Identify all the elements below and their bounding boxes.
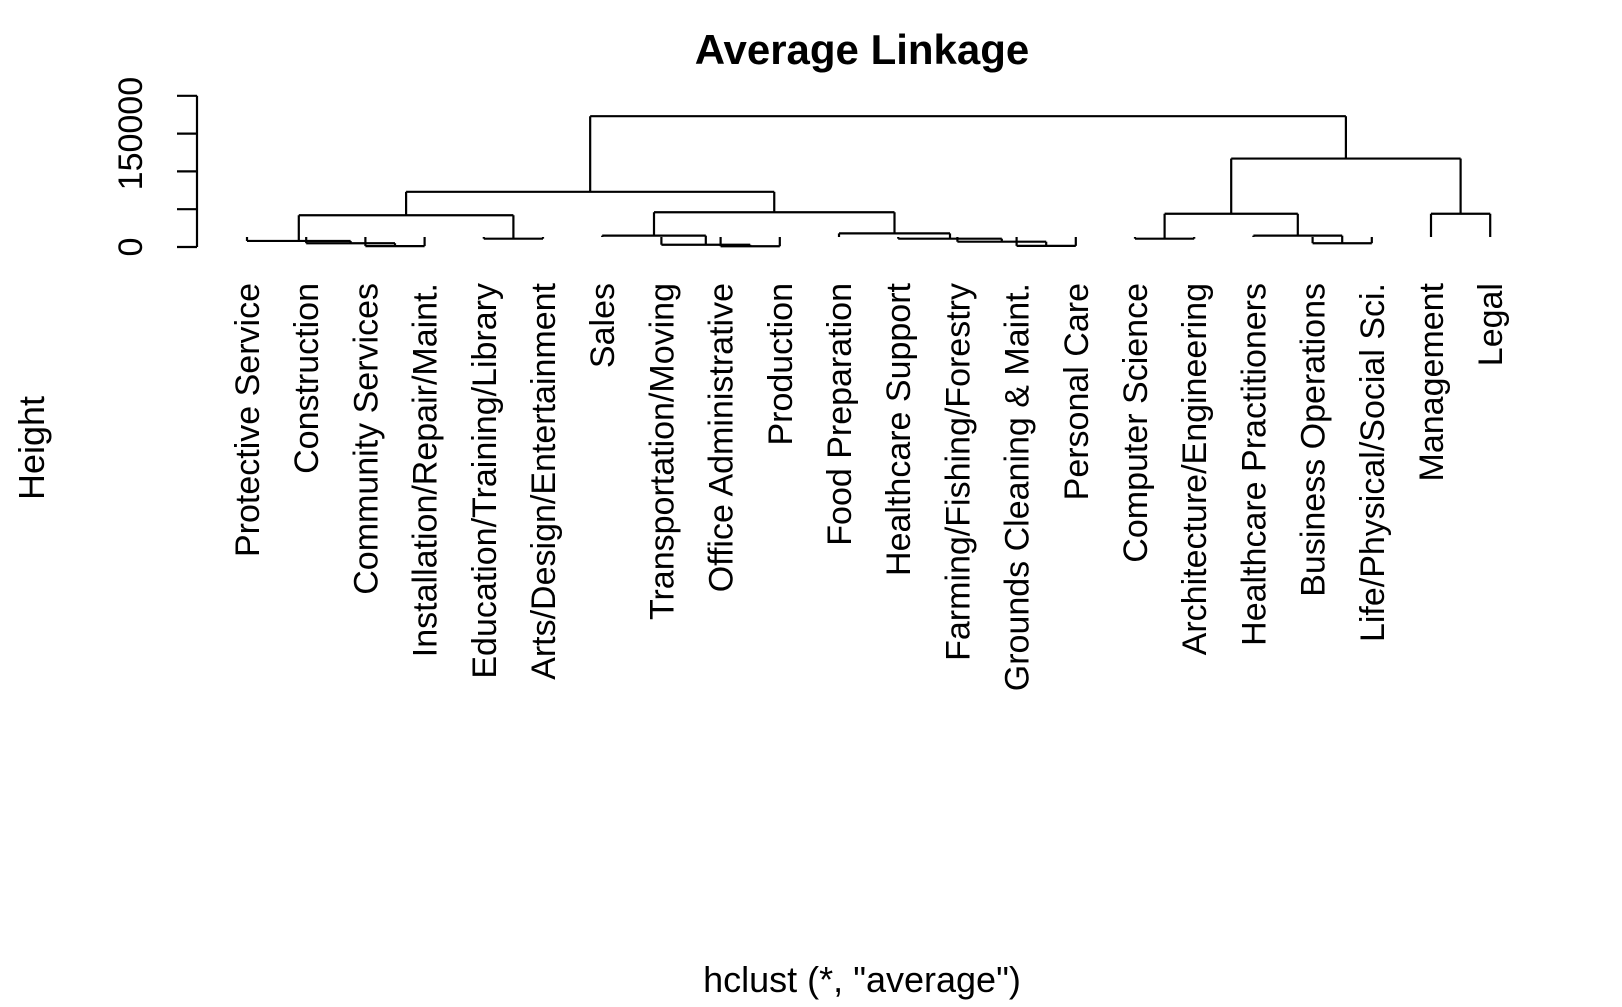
- leaf-label: Construction: [288, 283, 326, 474]
- leaf-label: Business Operations: [1295, 283, 1333, 597]
- dendrogram-tree: [245, 115, 1492, 248]
- leaf-labels: Protective Service Construction Community …: [229, 282, 1510, 691]
- x-axis-label: hclust (*, "average"): [703, 959, 1021, 1000]
- leaf-label: Education/Training/Library: [466, 283, 504, 679]
- y-axis: 0 150000: [112, 77, 199, 257]
- leaf-label: Installation/Repair/Maint.: [407, 283, 445, 657]
- leaf-label: Healthcare Support: [880, 282, 918, 576]
- leaf-label: Community Services: [347, 283, 385, 595]
- leaf-label: Computer Science: [1117, 283, 1155, 563]
- leaf-label: Farming/Fishing/Forestry: [939, 283, 977, 661]
- y-tick-label-3: 150000: [112, 77, 150, 190]
- leaf-label: Grounds Cleaning & Maint.: [999, 283, 1037, 691]
- leaf-label: Protective Service: [229, 283, 267, 557]
- leaf-label: Life/Physical/Social Sci.: [1354, 283, 1392, 642]
- leaf-label: Transportation/Moving: [643, 283, 681, 620]
- leaf-label: Sales: [584, 283, 622, 368]
- leaf-label: Legal: [1472, 283, 1510, 366]
- leaf-label: Personal Care: [1058, 283, 1096, 500]
- leaf-label: Healthcare Practitioners: [1235, 283, 1273, 646]
- leaf-label: Office Administrative: [703, 283, 741, 592]
- leaf-label: Food Preparation: [821, 283, 859, 546]
- leaf-label: Management: [1413, 282, 1451, 481]
- y-axis-label: Height: [11, 396, 52, 500]
- leaf-label: Architecture/Engineering: [1176, 283, 1214, 655]
- y-tick-label-0: 0: [112, 238, 150, 257]
- chart-title: Average Linkage: [695, 26, 1030, 73]
- leaf-label: Arts/Design/Entertainment: [525, 282, 563, 679]
- leaf-label: Production: [762, 283, 800, 446]
